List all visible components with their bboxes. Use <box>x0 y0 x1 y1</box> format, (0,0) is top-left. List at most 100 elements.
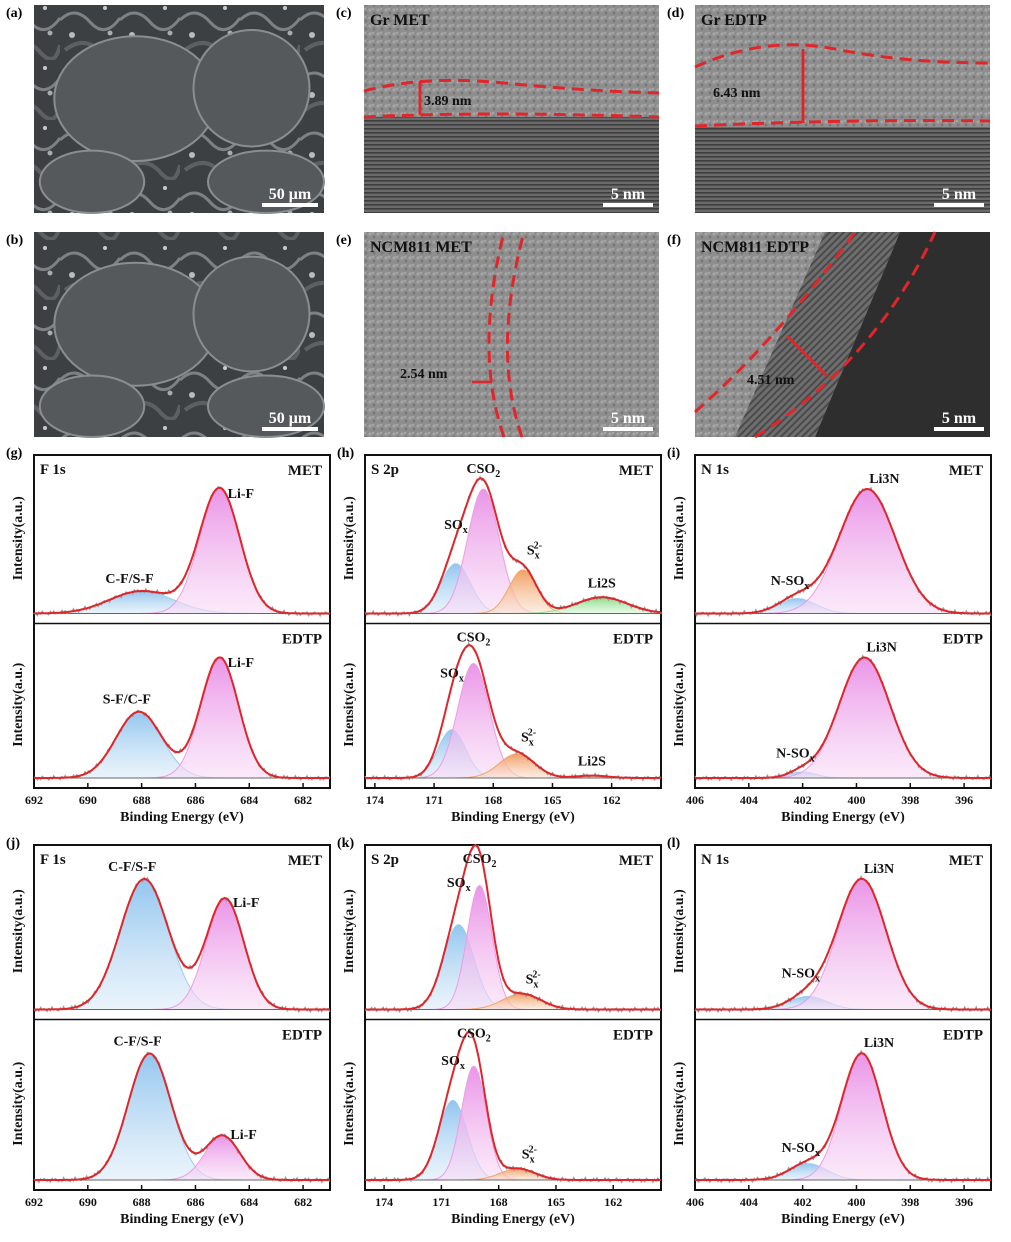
subplot-edtp: S-F/C-F Li-F EDTP <box>33 632 331 782</box>
condition-tag: MET <box>619 463 653 479</box>
x-tick-label: 171 <box>432 1195 450 1209</box>
sei-boundary <box>363 112 660 119</box>
peak-label: Sx2- <box>521 727 536 748</box>
raw-data-line <box>364 843 662 1014</box>
x-axis-label: Binding Energy (eV) <box>781 810 905 825</box>
plot-frame <box>33 454 331 789</box>
chart-panel-g: (g) C-F/S-F Li-F MET F 1s S-F/C-F Li-F EDTP 692 6… <box>6 446 331 825</box>
x-tick-label: 400 <box>847 1195 865 1209</box>
sei-boundary <box>694 231 857 414</box>
panel-letter: (i) <box>667 446 681 461</box>
envelope-line <box>365 1031 661 1181</box>
component-peak <box>34 878 330 1010</box>
x-axis-label: Binding Energy (eV) <box>451 810 575 825</box>
scale-bar-label: 5 nm <box>942 410 977 427</box>
component-peak <box>365 993 661 1010</box>
envelope-line <box>365 477 662 615</box>
subplot-edtp: N-SOx Li3N EDTP <box>694 632 992 782</box>
x-tick-label: 165 <box>543 793 561 807</box>
x-tick-label: 406 <box>686 793 704 807</box>
x-axis-label: Binding Energy (eV) <box>120 1212 244 1227</box>
envelope-line <box>34 877 330 1011</box>
component-peak <box>695 488 991 614</box>
subplot-met: SOx CSO2 Sx2- MET S 2p <box>364 843 662 1014</box>
x-tick-label: 396 <box>955 1195 973 1209</box>
micrograph-panel-a: (a) 50 μm <box>6 5 325 215</box>
scale-bar <box>262 203 318 207</box>
image-label: NCM811 EDTP <box>701 239 809 256</box>
sei-boundary <box>694 119 991 128</box>
x-axis-label: Binding Energy (eV) <box>781 1212 905 1227</box>
panel-letter: (l) <box>667 836 681 851</box>
y-axis-label: Intensity(a.u.) <box>342 662 357 746</box>
thickness-label: 2.54 nm <box>400 367 448 382</box>
component-peak <box>695 656 991 779</box>
x-tick-label: 682 <box>294 793 312 807</box>
y-axis-label: Intensity(a.u.) <box>11 889 26 973</box>
sei-boundary <box>506 231 526 438</box>
peak-label: N-SOx <box>782 1141 820 1159</box>
scale-bar <box>934 203 984 207</box>
condition-tag: MET <box>619 853 653 869</box>
y-axis-label: Intensity(a.u.) <box>342 496 357 580</box>
peak-label: Li2S <box>578 755 606 770</box>
peak-label: Li-F <box>230 1128 256 1143</box>
plot-frame <box>364 454 662 789</box>
particle-shape <box>192 28 311 148</box>
peak-label: SOx <box>441 1054 465 1072</box>
peak-label: SOx <box>440 666 464 684</box>
peak-label: N-SOx <box>782 966 820 984</box>
x-tick-label: 688 <box>133 1195 151 1209</box>
component-peak <box>695 878 991 1010</box>
envelope-line <box>365 844 661 1011</box>
peak-label: Li-F <box>228 656 254 671</box>
envelope-line <box>695 656 991 779</box>
component-peak <box>34 488 330 614</box>
x-tick-label: 402 <box>794 1195 812 1209</box>
x-tick-label: 684 <box>240 793 258 807</box>
scale-bar <box>603 427 653 431</box>
y-axis-label: Intensity(a.u.) <box>342 1061 357 1145</box>
peak-label: CSO2 <box>467 462 501 480</box>
thickness-label: 3.89 nm <box>424 94 472 109</box>
plot-frame <box>694 454 992 789</box>
particle-shape <box>53 261 218 387</box>
x-tick-label: 171 <box>425 793 443 807</box>
peak-label: Sx2- <box>522 1144 537 1165</box>
panel-letter: (g) <box>6 446 23 461</box>
panel-letter: (a) <box>6 6 23 21</box>
image-label: NCM811 MET <box>370 239 472 256</box>
scale-bar-label: 5 nm <box>611 410 646 427</box>
component-peak <box>34 656 330 779</box>
component-peak <box>695 1053 991 1181</box>
element-label: F 1s <box>40 852 66 868</box>
x-tick-label: 692 <box>25 793 43 807</box>
x-tick-label: 682 <box>294 1195 312 1209</box>
x-tick-label: 690 <box>79 1195 97 1209</box>
condition-tag: EDTP <box>613 1028 653 1044</box>
element-label: N 1s <box>701 462 729 478</box>
y-axis-label: Intensity(a.u.) <box>672 1061 687 1145</box>
particle-shape <box>53 35 218 162</box>
particle-shape <box>38 149 146 215</box>
thickness-marker <box>785 334 829 378</box>
raw-data-line <box>364 1029 662 1184</box>
scale-bar-label: 50 μm <box>269 186 312 203</box>
x-tick-label: 688 <box>133 793 151 807</box>
x-tick-label: 174 <box>375 1195 393 1209</box>
subplot-edtp: N-SOx Li3N EDTP <box>694 1028 992 1184</box>
subplot-met: N-SOx Li3N MET N 1s <box>694 462 992 618</box>
peak-label: Sx2- <box>527 540 542 561</box>
element-label: F 1s <box>40 462 66 478</box>
plot-frame <box>694 844 992 1191</box>
sei-boundary <box>487 231 506 438</box>
peak-label: C-F/S-F <box>113 1034 161 1049</box>
panel-letter: (k) <box>337 836 354 851</box>
lattice-region <box>364 117 659 213</box>
subplot-met: C-F/S-F Li-F MET F 1s <box>33 462 331 618</box>
element-label: N 1s <box>701 852 729 868</box>
scale-bar <box>603 203 653 207</box>
peak-label: C-F/S-F <box>105 572 153 587</box>
peak-label: Li3N <box>867 640 897 655</box>
x-axis-label: Binding Energy (eV) <box>451 1212 575 1227</box>
